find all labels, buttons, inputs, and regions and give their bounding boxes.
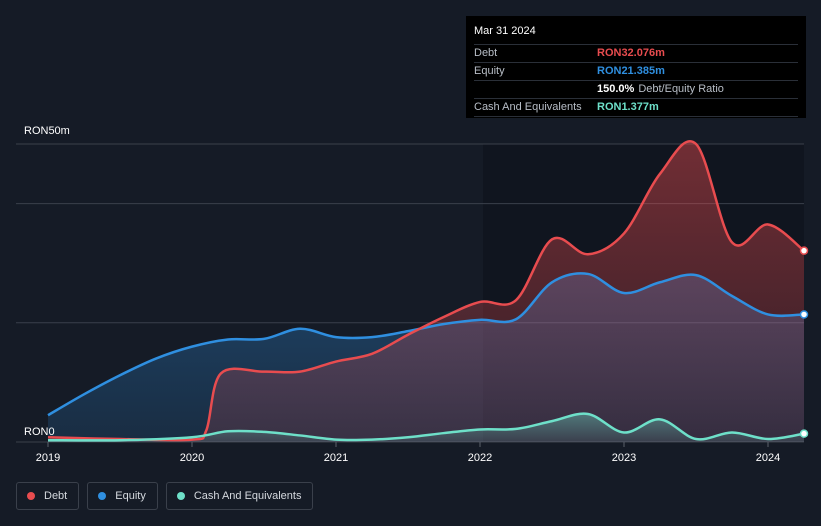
series-lines: [47, 140, 805, 442]
cash-line: [47, 412, 805, 442]
chart-legend: Debt Equity Cash And Equivalents: [16, 482, 314, 510]
equity-line: [47, 272, 805, 417]
legend-cash-label: Cash And Equivalents: [193, 490, 302, 502]
tooltip-debt-row: Debt RON32.076m: [474, 45, 798, 63]
tooltip-date: Mar 31 2024: [474, 24, 798, 45]
debt-line: [47, 140, 805, 442]
legend-cash-dot-icon: [176, 492, 185, 500]
x-axis-ticks: 2019 2020 2021 2022 2023 2024: [36, 442, 780, 464]
legend-debt-label: Debt: [44, 490, 68, 502]
tooltip-cash-label: Cash And Equivalents: [474, 101, 582, 113]
tooltip-ratio-value: 150.0%: [597, 83, 635, 95]
x-tick-label: 2023: [612, 452, 636, 464]
series-endpoints: [799, 246, 809, 438]
tooltip-ratio: 150.0% Debt/Equity Ratio: [597, 81, 724, 98]
debt-endpoint: [799, 246, 809, 255]
legend-equity-dot-icon: [98, 492, 107, 500]
x-tick-label: 2020: [180, 452, 204, 464]
y-axis-bottom-label: RON0: [24, 426, 55, 438]
x-tick-label: 2022: [468, 452, 492, 464]
tooltip-ratio-row: 150.0% Debt/Equity Ratio: [474, 81, 798, 99]
x-tick-label: 2024: [756, 452, 780, 464]
tooltip-debt-label: Debt: [474, 47, 498, 59]
data-tooltip: Mar 31 2024 Debt RON32.076m Equity RON21…: [466, 16, 806, 118]
debt-area: [48, 141, 804, 443]
legend-debt[interactable]: Debt: [16, 482, 80, 510]
x-tick-label: 2021: [324, 452, 348, 464]
legend-equity[interactable]: Equity: [87, 482, 158, 510]
equity-endpoint: [799, 310, 809, 319]
tooltip-ratio-label: Debt/Equity Ratio: [638, 83, 724, 95]
series-areas: [48, 141, 804, 443]
y-axis-top-label: RON50m: [24, 125, 70, 137]
cash-area: [48, 413, 804, 442]
tooltip-equity-row: Equity RON21.385m: [474, 63, 798, 81]
cash-endpoint: [799, 429, 809, 438]
tooltip-cash-value: RON1.377m: [597, 101, 659, 113]
tooltip-cash-row: Cash And Equivalents RON1.377m: [474, 99, 798, 117]
legend-debt-dot-icon: [27, 492, 35, 500]
legend-equity-label: Equity: [115, 490, 146, 502]
x-tick-label: 2019: [36, 452, 60, 464]
tooltip-equity-label: Equity: [474, 65, 505, 77]
tooltip-debt-value: RON32.076m: [597, 47, 665, 59]
tooltip-equity-value: RON21.385m: [597, 65, 665, 77]
legend-cash[interactable]: Cash And Equivalents: [165, 482, 314, 510]
